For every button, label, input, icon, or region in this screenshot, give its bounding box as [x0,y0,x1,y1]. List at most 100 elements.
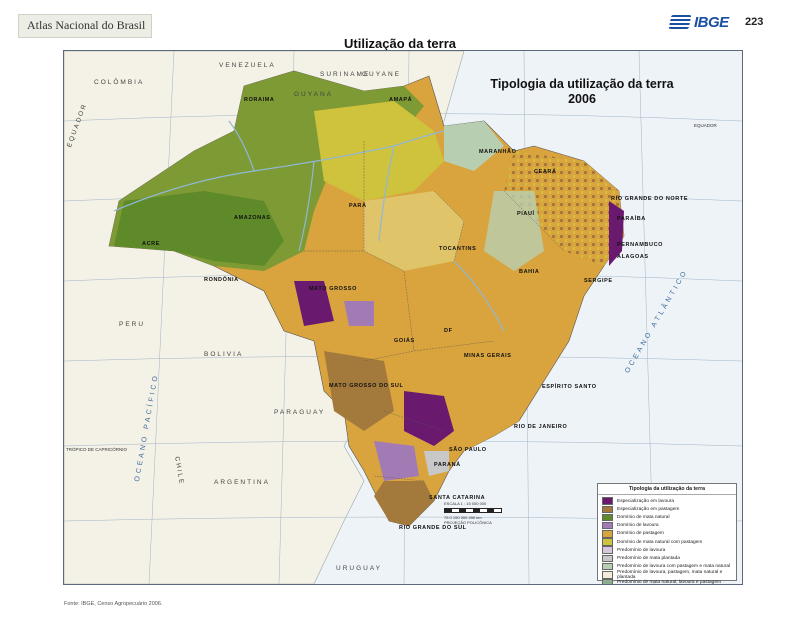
region-piaui [484,191,544,271]
scale-projection: PROJEÇÃO POLICÔNICA [444,520,492,525]
region-para-north [314,101,444,201]
legend-item: Domínio de lavoura [598,521,736,530]
legend-item: Domínio de mata natural com pastagem [598,538,736,546]
legend-item: Predomínio de mata natural, lavoura e pa… [598,579,736,585]
map-title-line1: Tipologia da utilização da terra [490,77,674,91]
legend-label: Domínio de pastagem [617,531,664,537]
region-mt-crop2 [344,301,374,326]
label-pernambuco: PERNAMBUCO [617,242,664,248]
label-alagoas: ALAGOAS [617,254,649,260]
region-west-amazon [114,191,284,266]
region-coast-pe [609,201,624,266]
label-tocantins: TOCANTINS [439,246,477,252]
page-number: 223 [745,16,764,28]
label-guyane: GUYANE [362,71,401,78]
region-marajo [444,121,504,171]
map-title: Tipologia da utilização da terra 2006 [482,77,682,107]
region-rs [374,481,434,526]
legend-label: Especialização em pastagem [617,506,680,512]
region-sc [424,451,449,476]
legend-label: Domínio de mata natural [617,514,670,520]
map-canvas [64,51,742,584]
label-mato-grosso: MATO GROSSO [309,286,357,292]
legend-swatch [602,571,613,579]
label-rio-grande-do-norte: RIO GRANDE DO NORTE [611,196,689,202]
label-goias: GOIÁS [394,338,415,344]
legend-swatch [602,505,613,514]
label-para: PARÁ [349,203,367,209]
legend-items: Especialização em lavoura Especialização … [598,497,736,585]
label-equator-line: EQUADOR [694,123,717,128]
label-amazonas: AMAZONAS [234,215,271,221]
legend-item: Domínio de mata natural [598,513,736,522]
legend-swatch [602,546,613,554]
legend-swatch [602,538,613,546]
legend-label: Domínio de mata natural com pastagem [617,539,703,545]
scale-bar [444,508,502,513]
label-suriname: SURINAME [320,71,371,78]
label-bolivia: BOLIVIA [204,351,244,358]
region-sp-crop [404,391,454,446]
legend-label: Domínio de lavoura [617,523,659,529]
legend-swatch [602,562,613,571]
region-para-south [364,191,464,271]
legend-label: Predomínio de mata plantada [617,555,680,561]
legend-item: Predomínio de lavoura com pastagem e mat… [598,562,736,571]
label-santa-catarina: SANTA CATARINA [429,495,486,501]
legend-item: Especialização em pastagem [598,505,736,514]
legend-item: Predomínio de mata plantada [598,554,736,563]
label-parana: PARANÁ [434,462,461,468]
legend-label: Predomínio de lavoura, pastagem, mata na… [617,569,723,580]
legend-item: Domínio de pastagem [598,530,736,538]
label-maranhao: MARANHÃO [479,149,517,155]
label-roraima: RORAIMA [244,97,275,103]
label-minas-gerais: MINAS GERAIS [464,353,512,359]
source-note: Fonte: IBGE, Censo Agropecuário 2006. [64,601,163,607]
scale-label: ESCALA 1 : 15 000 000 [444,501,487,506]
map-frame: Tipologia da utilização da terra 2006 CO… [63,50,743,585]
legend-item: Especialização em lavoura [598,497,736,505]
legend-label: Predomínio de lavoura [617,547,666,553]
label-bahia: BAHIA [519,269,540,275]
legend-swatch [602,521,613,530]
label-argentina: ARGENTINA [214,479,270,486]
atlas-header-tab: Atlas Nacional do Brasil [18,14,152,38]
region-ms [324,351,394,431]
map-legend: Tipologia da utilização da terra Especia… [597,483,737,584]
rivers [113,120,505,332]
atlas-title: Atlas Nacional do Brasil [27,18,146,32]
legend-title: Tipologia da utilização da terra [598,484,736,495]
label-ceara: CEARÁ [534,169,557,175]
map-scale: ESCALA 1 : 15 000 000 75 0 150 300 450 k… [444,501,564,525]
label-amapa: AMAPÁ [389,97,413,103]
label-uruguay: URUGUAY [336,565,383,572]
label-acre: ACRE [142,241,160,247]
label-espirito-santo: ESPÍRITO SANTO [542,384,597,390]
region-northeast [504,151,624,266]
ibge-logo: IBGE [668,14,729,31]
label-capricorn-line: TRÓPICO DE CAPRICÓRNIO [66,447,128,452]
legend-swatch [602,579,613,584]
label-paraguay: PARAGUAY [274,409,326,416]
legend-swatch [602,554,613,563]
legend-label: Predomínio de lavoura com pastagem e mat… [617,564,731,570]
label-peru: PERU [119,321,146,328]
label-venezuela: VENEZUELA [219,62,276,69]
legend-swatch [602,530,613,538]
label-rondonia: RONDÔNIA [204,277,239,283]
label-piaui: PIAUÍ [517,211,535,217]
label-paraiba: PARAÍBA [617,216,646,222]
legend-swatch [602,513,613,522]
label-guyana: GUYANA [294,91,333,98]
page-title: Utilização da terra [344,36,456,51]
legend-label: Predomínio de mata natural, lavoura e pa… [617,580,721,585]
legend-item: Predomínio de lavoura [598,546,736,554]
label-sao-paulo: SÃO PAULO [449,447,487,453]
label-rio-grande-do-sul: RIO GRANDE DO SUL [399,525,467,531]
scale-ticks: 75 0 150 300 450 km [444,515,482,520]
region-mt-crop1 [294,281,334,326]
map-title-year: 2006 [568,92,596,106]
label-sergipe: SERGIPE [584,278,613,284]
legend-label: Especialização em lavoura [617,498,675,504]
legend-swatch [602,497,613,505]
